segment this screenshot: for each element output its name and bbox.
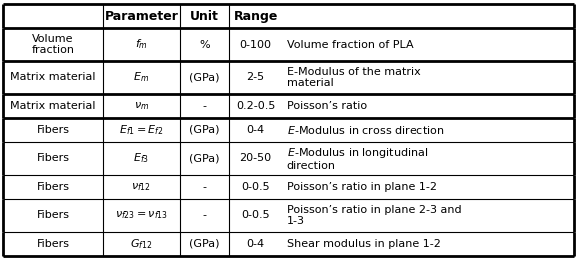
Text: Volume
fraction: Volume fraction [32, 34, 74, 55]
Text: $f_m$: $f_m$ [135, 38, 148, 51]
Text: Matrix material: Matrix material [10, 72, 96, 82]
Text: Fibers: Fibers [36, 153, 69, 164]
Text: $\nu_{f23}= \nu_{f13}$: $\nu_{f23}= \nu_{f13}$ [115, 210, 168, 221]
Text: Matrix material: Matrix material [10, 101, 96, 111]
Text: 2-5: 2-5 [246, 72, 265, 82]
Text: Fibers: Fibers [36, 210, 69, 220]
Text: -: - [203, 101, 207, 111]
Text: 0-4: 0-4 [246, 125, 265, 135]
Text: $E$-Modulus in cross direction: $E$-Modulus in cross direction [287, 124, 444, 136]
Text: $E_{f3}$: $E_{f3}$ [133, 152, 149, 165]
Text: 20-50: 20-50 [239, 153, 272, 164]
Text: 0.2-0.5: 0.2-0.5 [236, 101, 275, 111]
Text: %: % [199, 40, 209, 50]
Text: $E_{f1} = E_{f2}$: $E_{f1} = E_{f2}$ [119, 123, 164, 137]
Text: 0-0.5: 0-0.5 [241, 182, 270, 192]
Text: (GPa): (GPa) [189, 125, 219, 135]
Text: Shear modulus in plane 1-2: Shear modulus in plane 1-2 [287, 239, 441, 249]
Text: Range: Range [234, 10, 278, 23]
Text: Poisson’s ratio: Poisson’s ratio [287, 101, 367, 111]
Text: -: - [203, 210, 207, 220]
Text: Volume fraction of PLA: Volume fraction of PLA [287, 40, 413, 50]
Text: Poisson’s ratio in plane 1-2: Poisson’s ratio in plane 1-2 [287, 182, 437, 192]
Text: E-Modulus of the matrix
material: E-Modulus of the matrix material [287, 67, 421, 88]
Text: Fibers: Fibers [36, 239, 69, 249]
Text: Fibers: Fibers [36, 182, 69, 192]
Text: -: - [203, 182, 207, 192]
Text: 0-0.5: 0-0.5 [241, 210, 270, 220]
Text: Poisson’s ratio in plane 2-3 and
1-3: Poisson’s ratio in plane 2-3 and 1-3 [287, 205, 462, 226]
Text: (GPa): (GPa) [189, 239, 219, 249]
Text: (GPa): (GPa) [189, 72, 219, 82]
Text: (GPa): (GPa) [189, 153, 219, 164]
Text: $\nu_m$: $\nu_m$ [134, 100, 149, 112]
Text: $E_m$: $E_m$ [133, 70, 149, 84]
Text: 0-100: 0-100 [239, 40, 272, 50]
Text: $\nu_{f12}$: $\nu_{f12}$ [132, 181, 152, 193]
Text: 0-4: 0-4 [246, 239, 265, 249]
Text: $E$-Modulus in longitudinal
direction: $E$-Modulus in longitudinal direction [287, 146, 428, 171]
Text: Fibers: Fibers [36, 125, 69, 135]
Text: Parameter: Parameter [104, 10, 178, 23]
Text: Unit: Unit [190, 10, 219, 23]
Text: $G_{f12}$: $G_{f12}$ [130, 237, 153, 251]
